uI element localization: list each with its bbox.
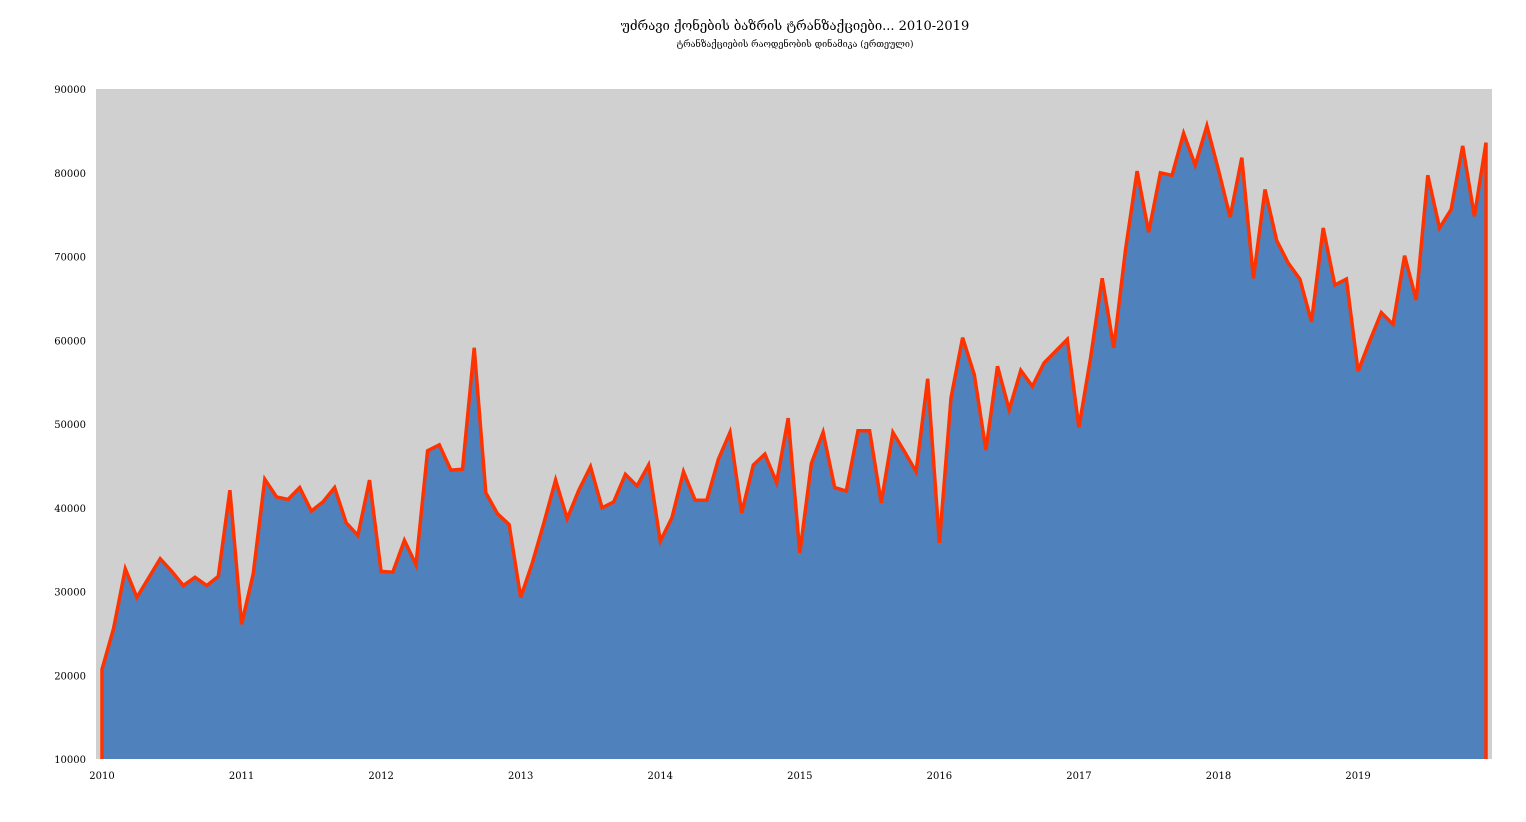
x-tick-label: 2012 <box>368 771 393 782</box>
chart-subtitle: ტრანზაქციების რაოდენობის დინამიკა (ერთეუ… <box>677 38 914 50</box>
y-tick-label: 70000 <box>54 253 86 264</box>
x-tick-label: 2015 <box>787 771 812 782</box>
y-tick-label: 60000 <box>54 336 86 347</box>
x-tick-label: 2014 <box>648 771 673 782</box>
x-tick-label: 2011 <box>229 771 254 782</box>
x-tick-label: 2017 <box>1066 771 1091 782</box>
y-tick-label: 50000 <box>54 420 86 431</box>
x-tick-label: 2016 <box>927 771 952 782</box>
chart-title: უძრავი ქონების ბაზრის ტრანზაქციები... 20… <box>621 18 969 34</box>
x-tick-label: 2013 <box>508 771 533 782</box>
x-tick-label: 2019 <box>1345 771 1370 782</box>
y-tick-label: 10000 <box>54 755 86 766</box>
y-tick-label: 40000 <box>54 504 86 515</box>
y-tick-label: 80000 <box>54 169 86 180</box>
y-tick-label: 20000 <box>54 671 86 682</box>
y-tick-label: 30000 <box>54 588 86 599</box>
x-tick-label: 2018 <box>1206 771 1231 782</box>
y-tick-label: 90000 <box>54 85 86 96</box>
x-tick-label: 2010 <box>89 771 114 782</box>
